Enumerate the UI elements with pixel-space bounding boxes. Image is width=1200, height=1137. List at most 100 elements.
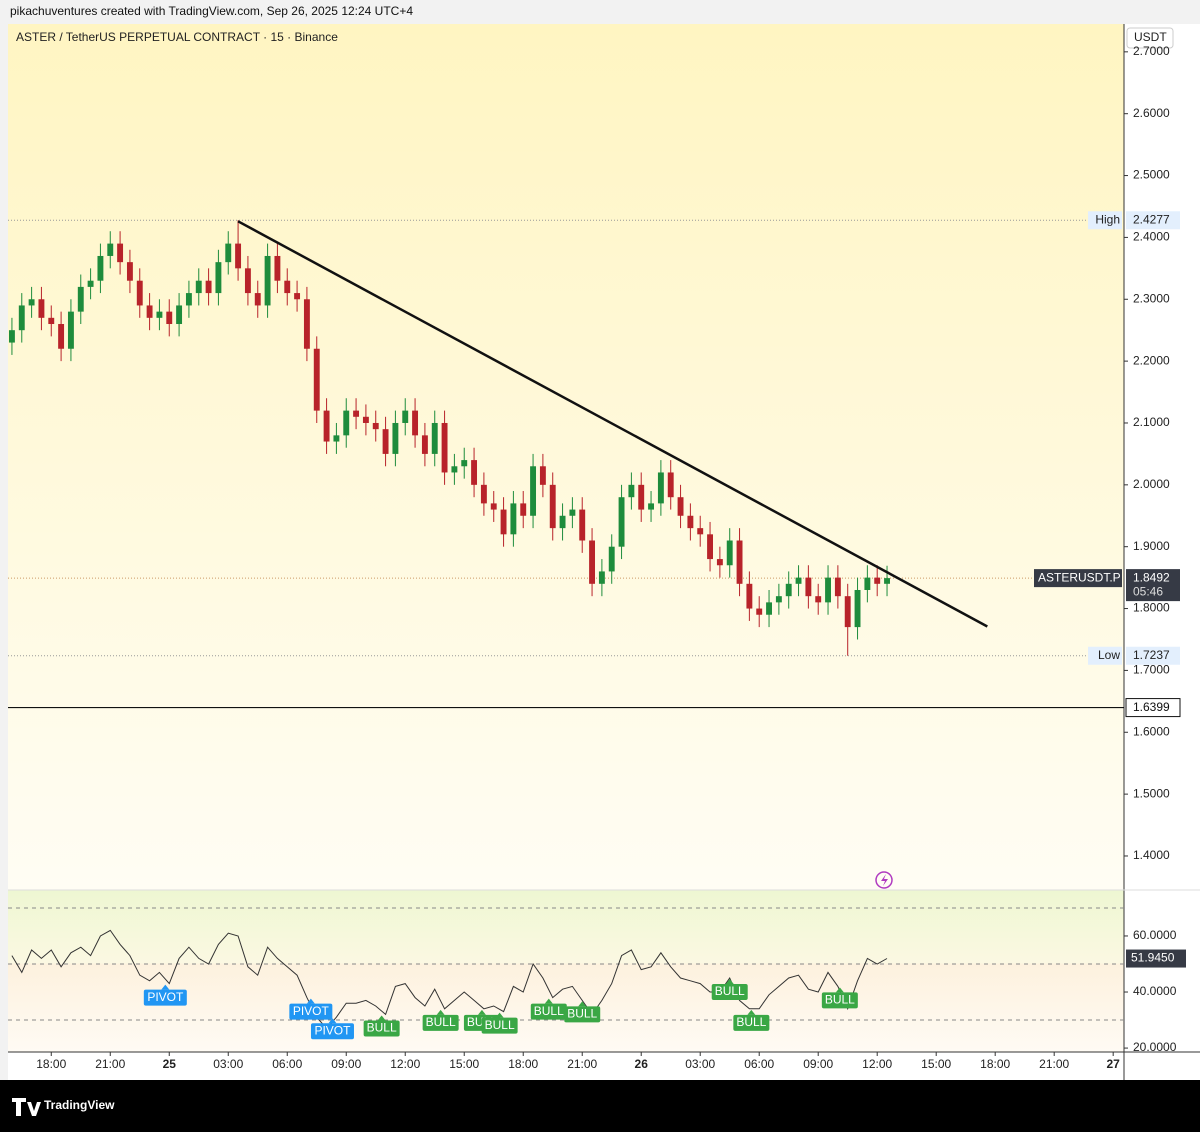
signal-tag: [711, 984, 748, 1001]
signal-label: BULL: [485, 1018, 515, 1032]
candle-body: [657, 472, 664, 504]
candle-body: [805, 577, 812, 597]
candle-body: [451, 466, 458, 473]
price-pane: [8, 24, 1124, 890]
candle-body: [677, 497, 684, 516]
candle-body: [618, 497, 625, 547]
level-value: 1.7237: [1133, 648, 1170, 662]
candle-body: [844, 596, 851, 628]
candle-body: [559, 515, 566, 529]
level-value: 2.4277: [1133, 212, 1170, 226]
rsi-axis: [1124, 890, 1200, 1052]
candle-body: [87, 280, 94, 287]
price-axis: [1124, 24, 1200, 890]
time-axis: [8, 1052, 1200, 1080]
candle-body: [569, 509, 576, 516]
signal-tag: [821, 992, 858, 1009]
rsi-tick-label: 60.0000: [1133, 928, 1177, 942]
footer: [0, 1080, 1200, 1132]
signal-label: BULL: [715, 984, 745, 998]
signal-label: PIVOT: [314, 1023, 351, 1037]
candle-body: [294, 293, 301, 300]
candle-body: [756, 608, 763, 615]
x-tick-label: 15:00: [921, 1057, 951, 1071]
y-tick-label: 2.7000: [1133, 44, 1170, 58]
signal-pointer: [377, 1015, 386, 1021]
candle-body: [480, 484, 487, 504]
countdown: 05:46: [1133, 584, 1163, 598]
candle-body: [38, 299, 45, 318]
y-tick-label: 2.4000: [1133, 230, 1170, 244]
candle-body: [864, 577, 871, 590]
candle-body: [362, 416, 369, 423]
y-tick-label: 2.3000: [1133, 291, 1170, 305]
candle-body: [402, 410, 409, 423]
candle-body: [854, 589, 861, 628]
rsi-pane: [8, 890, 1124, 1052]
x-tick-label: 18:00: [36, 1057, 66, 1071]
x-tick-label: 21:00: [1039, 1057, 1069, 1071]
candle-body: [579, 509, 586, 541]
candle-body: [18, 305, 25, 331]
candle-body: [697, 528, 704, 535]
rsi-last-value: 51.9450: [1131, 951, 1175, 965]
y-tick-label: 1.5000: [1133, 786, 1170, 800]
trendline: [237, 220, 988, 628]
level-tag: [1088, 646, 1122, 665]
signal-label: BULL: [534, 1004, 564, 1018]
signal-label: BULL: [825, 993, 855, 1007]
candle-body: [589, 540, 596, 584]
candle-body: [382, 429, 389, 454]
candle-body: [598, 571, 605, 584]
x-tick-label: 03:00: [685, 1057, 715, 1071]
y-tick-label: 2.1000: [1133, 415, 1170, 429]
candle-body: [77, 286, 84, 312]
signal-pointer: [747, 1009, 756, 1015]
candle-body: [687, 515, 694, 529]
candle-body: [716, 559, 723, 566]
signal-tag: [363, 1020, 400, 1037]
candle-body: [126, 262, 133, 281]
candle-body: [372, 422, 379, 430]
symbol-label: ASTERUSDT.P: [1038, 570, 1121, 584]
candle-body: [28, 299, 35, 306]
candle-body: [264, 255, 271, 306]
candle-body: [520, 503, 527, 516]
y-tick-label: 2.5000: [1133, 168, 1170, 182]
candle-body: [608, 546, 615, 572]
y-tick-label: 1.4000: [1133, 848, 1170, 862]
rsi-last-tag: [1126, 949, 1186, 968]
candle-body: [775, 596, 782, 603]
symbol-title: ASTER / TetherUS PERPETUAL CONTRACT · 15…: [16, 30, 338, 44]
candle-body: [412, 410, 419, 436]
candle-body: [490, 503, 497, 510]
candle-body: [166, 311, 173, 325]
level-tag: [1126, 211, 1180, 230]
candle-body: [510, 503, 517, 535]
candle-body: [353, 410, 360, 417]
level-label: Low: [1098, 648, 1120, 662]
signal-label: PIVOT: [293, 1004, 330, 1018]
candle-body: [185, 293, 192, 306]
x-tick-label: 06:00: [272, 1057, 302, 1071]
alert-icon: [881, 874, 888, 886]
candle-body: [225, 243, 232, 263]
signal-tag: [289, 1003, 333, 1020]
candle-body: [884, 578, 890, 584]
candle-body: [254, 293, 261, 306]
candle-body: [431, 422, 438, 454]
signal-tag: [530, 1003, 567, 1020]
candle-body: [539, 466, 546, 485]
alert-icon: [875, 871, 893, 889]
candle-body: [343, 410, 350, 436]
x-tick-label: 12:00: [390, 1057, 420, 1071]
level-tag: [1126, 646, 1180, 665]
candle-body: [117, 243, 124, 263]
candle-body: [825, 577, 831, 603]
signal-tag: [481, 1017, 518, 1034]
currency-box: [1126, 27, 1174, 49]
candle-body: [284, 280, 291, 294]
signal-tag: [564, 1006, 601, 1023]
candle-body: [648, 503, 655, 510]
